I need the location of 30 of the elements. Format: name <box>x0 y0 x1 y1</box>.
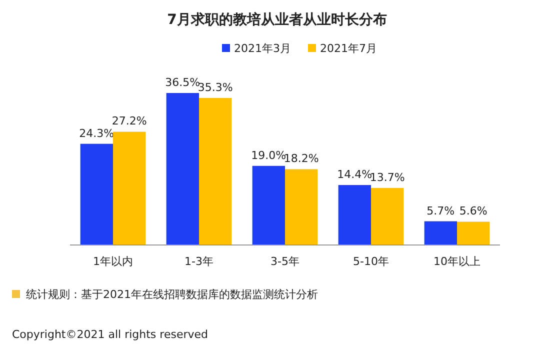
x-tick-label: 5-10年 <box>353 255 389 268</box>
bar <box>166 93 199 245</box>
data-label: 18.2% <box>284 152 319 166</box>
legend-label: 2021年3月 <box>234 42 291 55</box>
bar <box>80 144 113 245</box>
bar <box>252 166 285 245</box>
chart-title: 7月求职的教培从业者从业时长分布 <box>167 11 387 28</box>
data-label: 36.5% <box>165 76 200 89</box>
x-tick-label: 3-5年 <box>270 255 300 268</box>
legend-label: 2021年7月 <box>320 42 377 55</box>
data-label: 13.7% <box>370 170 405 184</box>
bar <box>285 169 318 245</box>
data-label: 27.2% <box>112 114 147 128</box>
bar <box>371 188 404 245</box>
x-tick-label: 1年以内 <box>93 255 133 268</box>
bar <box>424 221 457 245</box>
text: 统计规则：基于2021年在线招聘数据库的数据监测统计分析 <box>26 288 318 301</box>
bar <box>338 185 371 245</box>
data-label: 24.3% <box>79 126 114 140</box>
bar <box>457 222 490 245</box>
data-label: 14.4% <box>337 168 372 182</box>
data-label: 5.6% <box>459 204 488 218</box>
x-tick-label: 10年以上 <box>434 255 480 268</box>
x-tick-label: 1-3年 <box>184 255 214 268</box>
bar <box>113 132 146 245</box>
text: Copyright©2021 all rights reserved <box>12 328 208 341</box>
bar <box>199 98 232 245</box>
data-label: 19.0% <box>251 148 286 162</box>
data-label: 5.7% <box>426 204 455 218</box>
data-label: 35.3% <box>198 80 233 94</box>
